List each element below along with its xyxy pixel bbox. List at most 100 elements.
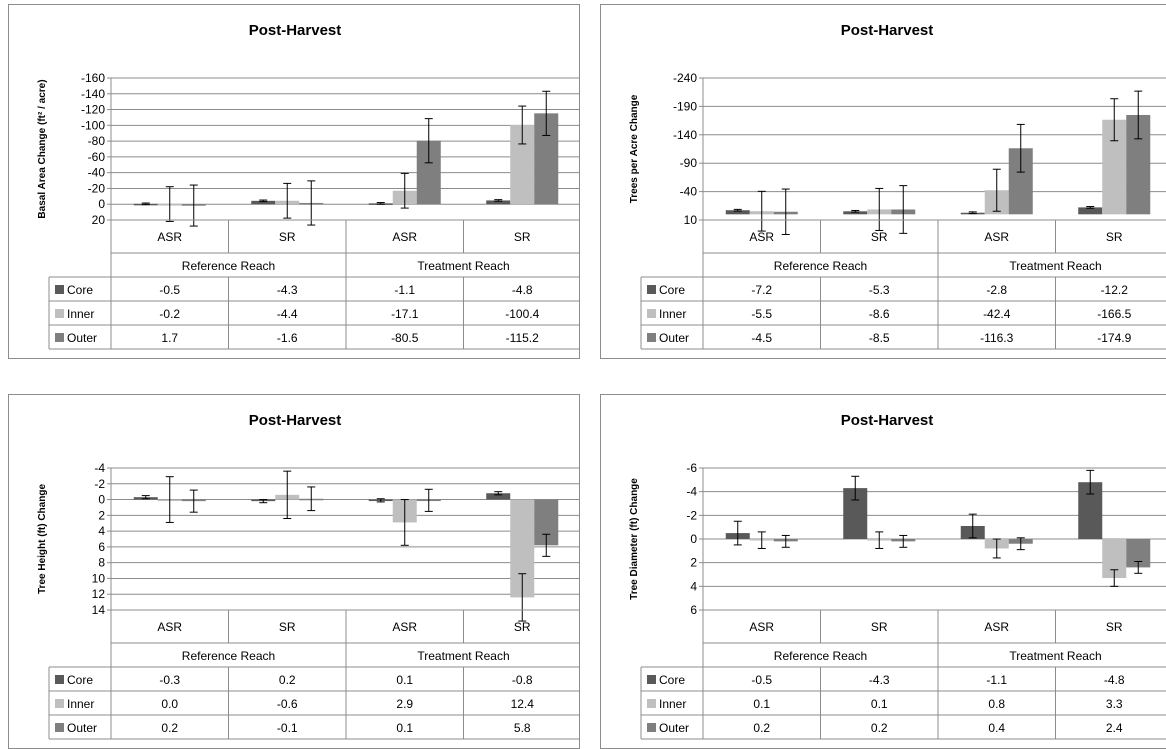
y-tick-label: 12 <box>92 587 106 601</box>
x-group-label: Treatment Reach <box>1009 649 1101 663</box>
data-label: 3.3 <box>1106 697 1123 711</box>
data-label: -0.6 <box>277 697 298 711</box>
x-category-label: SR <box>871 620 888 634</box>
legend-swatch <box>647 333 656 342</box>
x-group-label: Treatment Reach <box>1009 259 1101 273</box>
data-label: 2.9 <box>396 697 413 711</box>
data-label: -1.1 <box>394 283 415 297</box>
legend-swatch <box>55 285 64 294</box>
x-category-label: SR <box>514 230 531 244</box>
legend-swatch <box>55 309 64 318</box>
data-label: 0.0 <box>161 697 178 711</box>
y-tick-label: -4 <box>686 485 697 499</box>
y-tick-label: -6 <box>686 461 697 475</box>
y-tick-label: 10 <box>684 213 698 227</box>
x-category-label: SR <box>514 620 531 634</box>
legend-label: Inner <box>67 697 94 711</box>
y-tick-label: -100 <box>81 118 105 132</box>
x-category-label: SR <box>279 230 296 244</box>
data-label: 0.4 <box>988 721 1005 735</box>
x-category-label: SR <box>1106 620 1123 634</box>
legend-label: Inner <box>659 697 686 711</box>
x-category-label: SR <box>871 230 888 244</box>
data-label: -12.2 <box>1101 283 1129 297</box>
y-tick-label: 2 <box>690 556 697 570</box>
data-label: 0.1 <box>871 697 888 711</box>
y-tick-label: -120 <box>81 103 105 117</box>
data-label: -100.4 <box>505 307 539 321</box>
legend-swatch <box>647 285 656 294</box>
legend-swatch <box>55 675 64 684</box>
data-label: -5.5 <box>751 307 772 321</box>
data-label: -116.3 <box>980 331 1013 345</box>
chart-tree-diameter: Post-Harvest Tree Diameter (ft) Change -6 -… <box>600 394 1166 749</box>
data-label: -166.5 <box>1097 307 1131 321</box>
legend-label: Outer <box>659 331 689 345</box>
chart-title: Post-Harvest <box>249 22 342 39</box>
chart-tree-height-svg: Post-Harvest Tree Height (ft) Change -4 -2 0… <box>37 412 579 740</box>
data-label: 1.7 <box>161 331 178 345</box>
legend-label: Core <box>659 673 685 687</box>
y-axis-label: Tree Height (ft) Change <box>37 484 48 594</box>
data-label: 0.8 <box>988 697 1005 711</box>
y-tick-label: -80 <box>88 134 106 148</box>
y-tick-label: -2 <box>686 508 697 522</box>
x-category-label: ASR <box>157 230 182 244</box>
bar-core <box>1078 207 1103 215</box>
y-axis-label: Trees per Acre Change <box>629 94 640 203</box>
y-tick-label: -160 <box>81 71 105 85</box>
x-category-label: SR <box>1106 230 1123 244</box>
data-label: -4.8 <box>512 283 533 297</box>
x-group-label: Reference Reach <box>182 259 275 273</box>
legend-swatch <box>647 309 656 318</box>
legend-label: Outer <box>67 331 97 345</box>
y-tick-label: -190 <box>673 99 697 113</box>
data-label: -8.6 <box>869 307 890 321</box>
chart-trees-per-acre: Post-Harvest Trees per Acre Change -240 -19… <box>600 4 1166 359</box>
data-label: -0.2 <box>159 307 180 321</box>
data-label: -17.1 <box>391 307 419 321</box>
x-group-label: Reference Reach <box>774 649 867 663</box>
legend-swatch <box>647 723 656 732</box>
data-label: 0.2 <box>161 721 178 735</box>
data-label: -0.3 <box>159 673 180 687</box>
x-group-label: Treatment Reach <box>417 649 509 663</box>
chart-tree-height: Post-Harvest Tree Height (ft) Change -4 -2 0… <box>8 394 580 749</box>
x-category-label: ASR <box>392 620 417 634</box>
y-tick-label: -90 <box>680 156 698 170</box>
legend-label: Core <box>67 283 93 297</box>
chart-trees-per-acre-svg: Post-Harvest Trees per Acre Change -240 -19… <box>629 22 1166 350</box>
y-tick-label: 6 <box>690 603 697 617</box>
y-tick-label: 20 <box>92 213 106 227</box>
legend-label: Core <box>659 283 685 297</box>
y-tick-label: -240 <box>673 71 697 85</box>
data-label: -0.1 <box>277 721 298 735</box>
bar-core <box>725 210 750 215</box>
y-tick-label: 0 <box>98 493 105 507</box>
legend-swatch <box>647 699 656 708</box>
x-group-label: Reference Reach <box>774 259 867 273</box>
data-label: -4.5 <box>751 331 772 345</box>
x-category-label: ASR <box>157 620 182 634</box>
y-tick-label: -2 <box>94 477 105 491</box>
y-tick-label: 0 <box>690 532 697 546</box>
chart-basal-area: Post-Harvest Basal Area Change (ft² / acr… <box>8 4 580 359</box>
y-tick-label: 4 <box>690 579 697 593</box>
data-label: 2.4 <box>1106 721 1123 735</box>
data-label: 0.2 <box>753 721 770 735</box>
legend-swatch <box>647 675 656 684</box>
y-tick-label: 14 <box>92 603 106 617</box>
data-label: 12.4 <box>511 697 535 711</box>
legend-label: Inner <box>67 307 94 321</box>
legend-label: Outer <box>67 721 97 735</box>
legend-label: Core <box>67 673 93 687</box>
y-tick-label: -140 <box>673 128 697 142</box>
y-tick-label: -40 <box>88 166 106 180</box>
y-tick-label: 6 <box>98 540 105 554</box>
x-group-label: Reference Reach <box>182 649 275 663</box>
x-category-label: ASR <box>392 230 417 244</box>
legend-swatch <box>55 723 64 732</box>
chart-title: Post-Harvest <box>249 412 342 429</box>
bar-core <box>486 493 511 500</box>
y-tick-label: 10 <box>92 571 106 585</box>
